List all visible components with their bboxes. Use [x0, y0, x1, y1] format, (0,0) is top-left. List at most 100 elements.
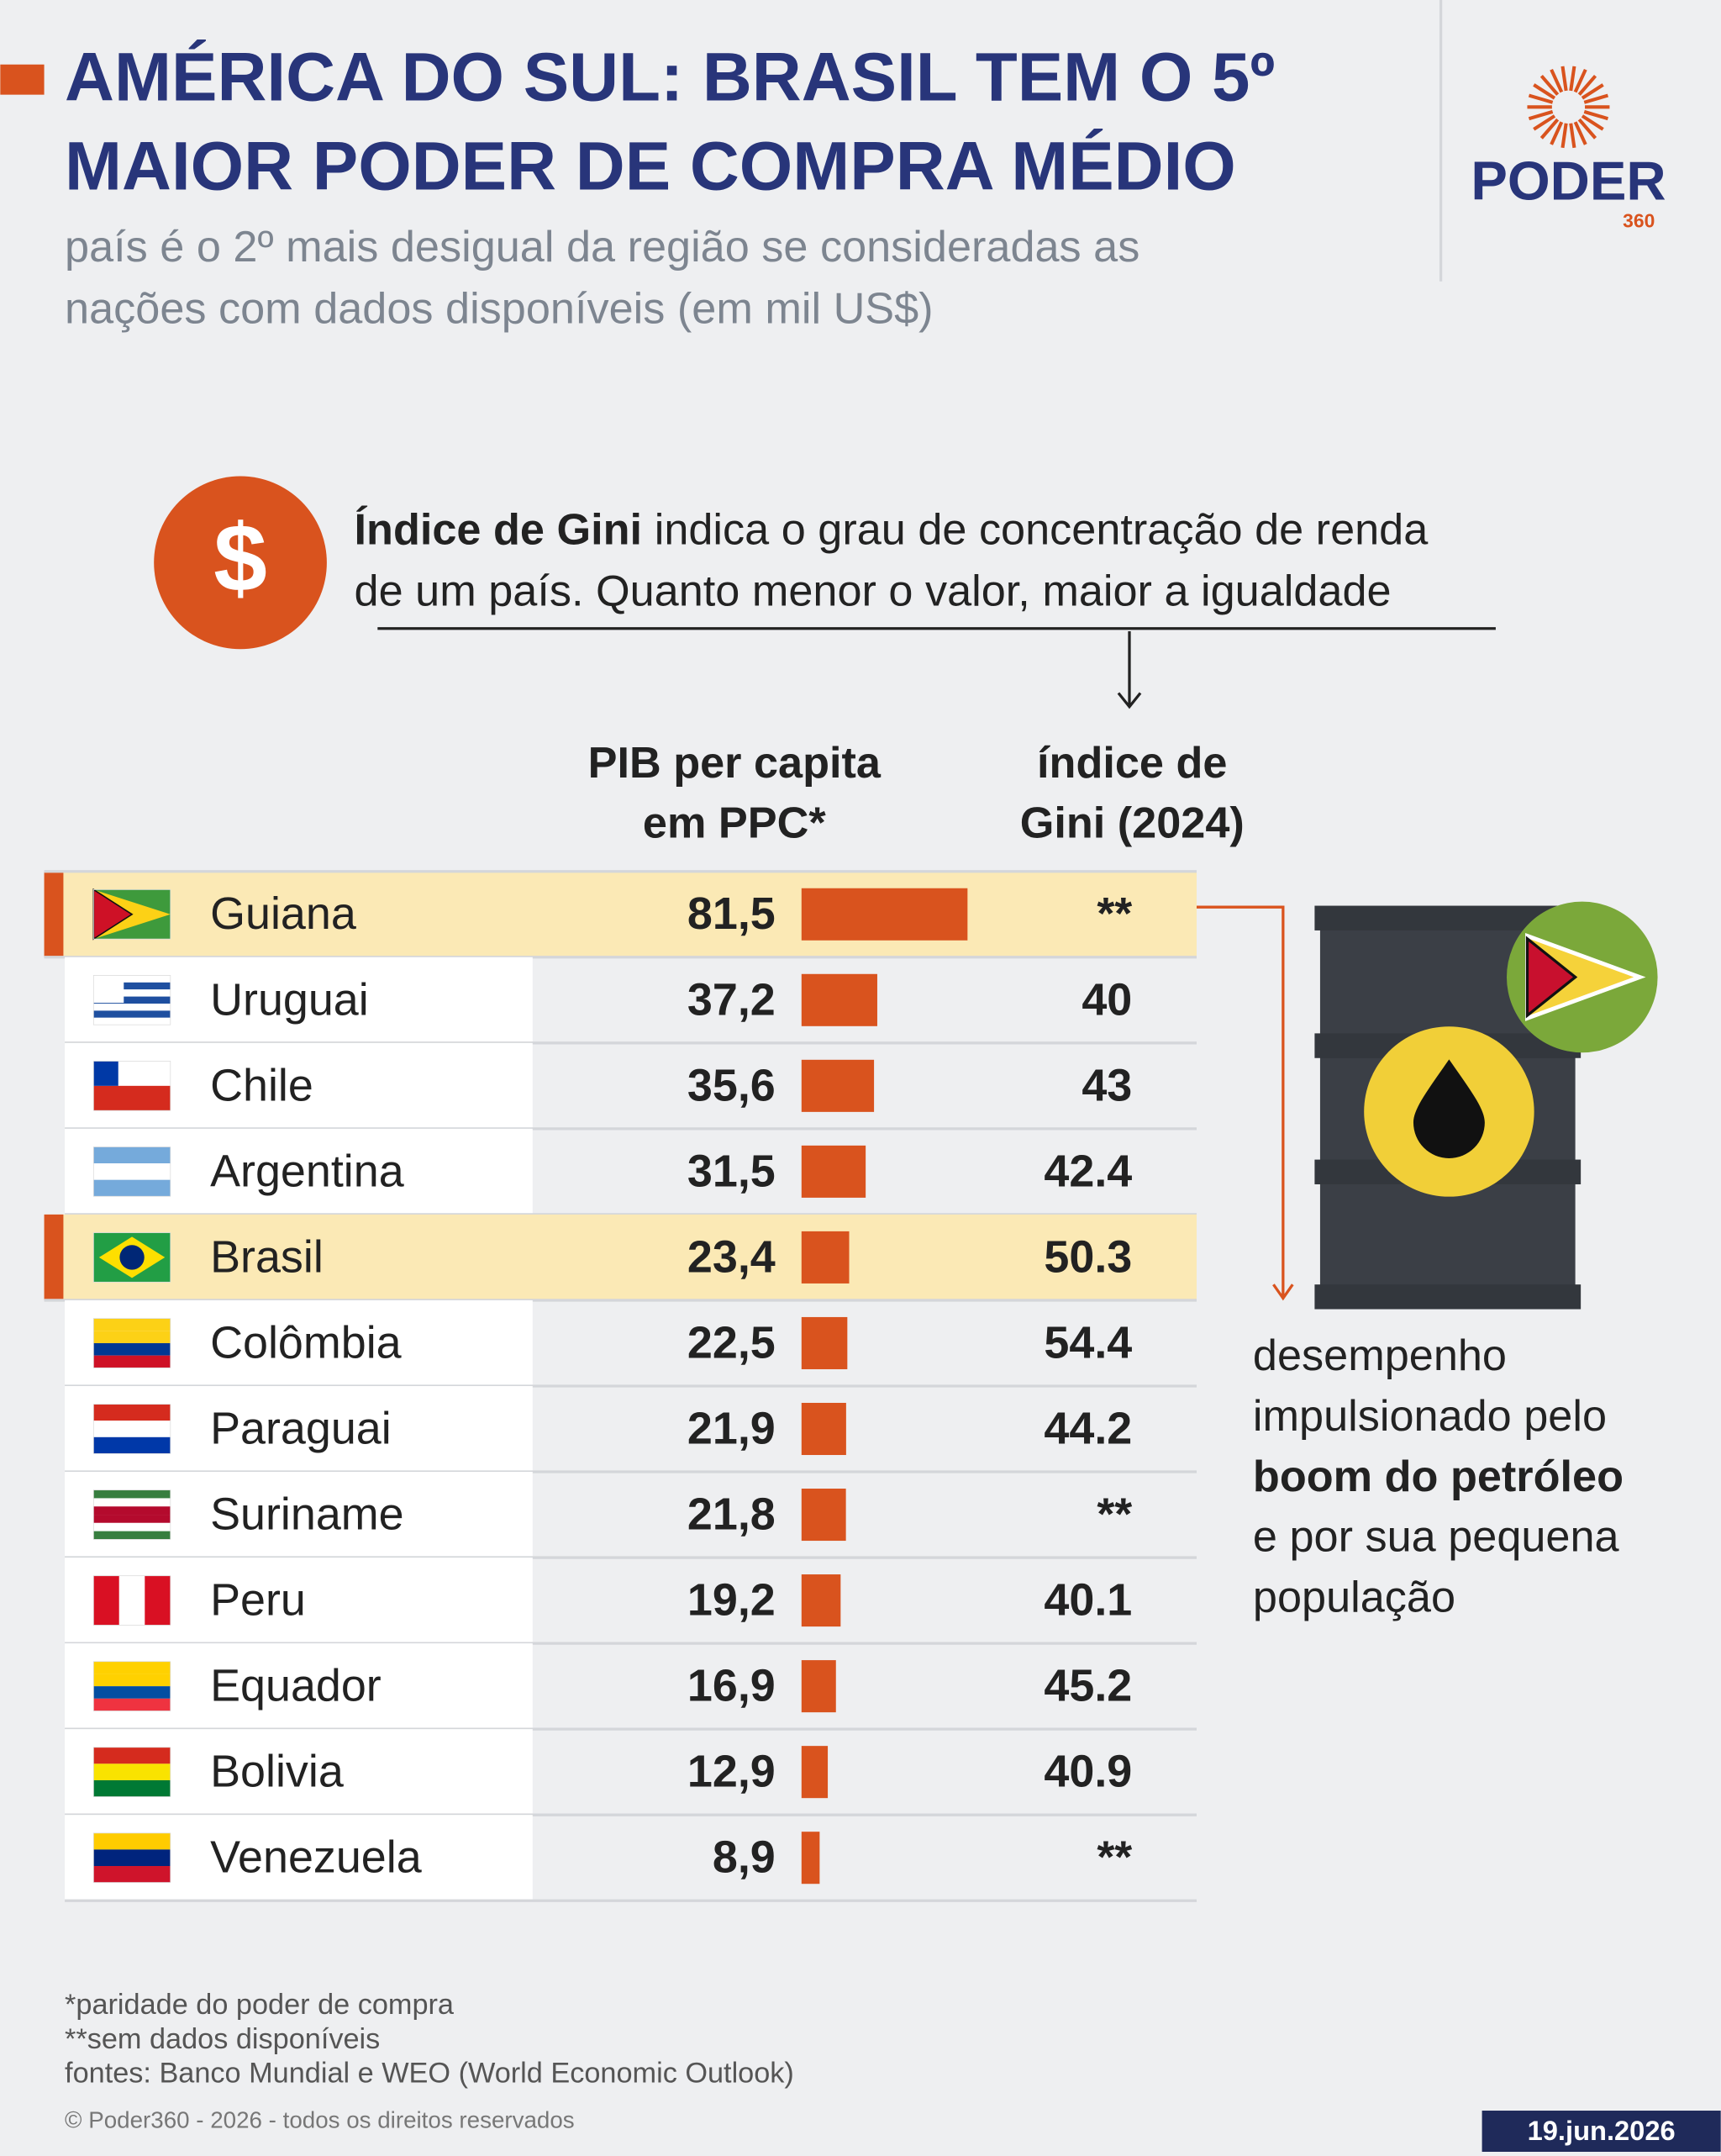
flag-stripe	[93, 1849, 171, 1866]
date-box	[1482, 2111, 1721, 2152]
flag-stripe	[93, 1866, 171, 1883]
bar	[801, 1316, 848, 1369]
flag-border	[92, 1061, 171, 1111]
logo-icon	[1527, 66, 1610, 149]
logo-ray	[1581, 114, 1604, 131]
bar	[801, 1489, 846, 1542]
value-label: 8,9	[713, 1832, 776, 1883]
note-bold: Índice de Gini	[355, 505, 642, 554]
category-label: Chile	[210, 1060, 313, 1110]
flag-stripe	[93, 975, 171, 983]
flag-stripe	[93, 989, 171, 997]
bar	[801, 1574, 841, 1627]
annotation: impulsionado pelo	[1253, 1392, 1607, 1441]
flag-stripe	[93, 1531, 171, 1540]
logo: PODER	[1471, 150, 1666, 212]
logo-number: 360	[1623, 210, 1655, 232]
category-label: Peru	[210, 1575, 306, 1626]
column-header: Gini (2024)	[1020, 799, 1245, 848]
flag-stripe	[93, 1674, 171, 1687]
gini-label: 43	[1082, 1060, 1132, 1110]
bar	[801, 1832, 820, 1885]
category-label: Bolivia	[210, 1747, 344, 1797]
gini-label: 50.3	[1044, 1231, 1132, 1282]
annotation: e por sua pequena	[1253, 1513, 1620, 1562]
annotation: desempenho	[1253, 1331, 1507, 1380]
flag-shape	[93, 975, 124, 1004]
footnote: fontes: Banco Mundial e WEO (World Econo…	[65, 2058, 794, 2090]
title: MAIOR PODER DE COMPRA MÉDIO	[65, 129, 1236, 205]
category-label: Venezuela	[210, 1832, 422, 1883]
value-label: 21,9	[687, 1403, 776, 1453]
value-label: 37,2	[687, 974, 776, 1025]
gini-label: 40.9	[1044, 1747, 1132, 1797]
value-label: 22,5	[687, 1317, 776, 1368]
note-text: indica o grau de concentração de renda	[655, 505, 1429, 554]
category-label: Brasil	[210, 1231, 324, 1282]
barrel-illustration	[1314, 901, 1658, 1310]
flag-stripe	[93, 1010, 171, 1018]
flag-border	[92, 1147, 171, 1197]
value-label: 31,5	[687, 1146, 776, 1196]
note: Índice de Gini indica o grau de concentra…	[355, 505, 1429, 554]
gini-label: 40	[1082, 974, 1132, 1025]
value-label: 81,5	[687, 888, 776, 939]
logo-ray	[1573, 121, 1587, 145]
bar	[801, 1746, 829, 1799]
subtitle: nações com dados disponíveis (em mil US$…	[65, 284, 934, 333]
annotation: boom do petróleo	[1253, 1452, 1624, 1501]
logo-ray	[1573, 68, 1587, 93]
logo-ray	[1533, 114, 1556, 131]
gini-label: **	[1097, 1489, 1132, 1540]
bar	[801, 888, 968, 941]
bar	[801, 1402, 846, 1456]
bar	[801, 1145, 866, 1198]
value-label: 19,2	[687, 1575, 776, 1626]
subtitle: país é o 2º mais desigual da região se c…	[65, 223, 1139, 271]
flag-border	[92, 1747, 171, 1797]
logo-ray	[1569, 123, 1576, 149]
oil-drop	[1413, 1059, 1485, 1158]
bar	[801, 1059, 875, 1112]
flag-stripe	[93, 1355, 171, 1368]
flag-stripe	[93, 1763, 171, 1780]
flag-shape	[1525, 936, 1578, 1019]
flag-stripe	[93, 1421, 171, 1437]
flag-stripe	[93, 1404, 171, 1421]
category-label: Argentina	[210, 1146, 404, 1196]
flag-stripe	[93, 1698, 171, 1711]
bar	[801, 1231, 850, 1284]
column-header: PIB per capita	[588, 739, 882, 788]
flag-stripe	[118, 1575, 145, 1626]
value-label: 12,9	[687, 1747, 776, 1797]
bar	[801, 973, 877, 1026]
logo-ray	[1560, 66, 1568, 92]
flag-stripe	[93, 996, 171, 1004]
category-label: Equador	[210, 1661, 382, 1711]
value-label: 16,9	[687, 1661, 776, 1711]
category-label: Suriname	[210, 1489, 404, 1540]
flag-stripe	[93, 1779, 171, 1797]
footnote: *paridade do poder de compra	[65, 1989, 455, 2021]
flag-border	[92, 1404, 171, 1454]
logo-ray	[1533, 83, 1556, 100]
flag-stripe	[93, 1147, 171, 1164]
logo-ray	[1577, 118, 1597, 140]
logo-ray	[1539, 118, 1560, 140]
logo-ray	[1577, 74, 1597, 96]
logo-ray	[1583, 109, 1609, 121]
icon-symbol: $	[213, 505, 267, 612]
flag-stripe	[93, 1331, 171, 1343]
category-label: Colômbia	[210, 1317, 402, 1368]
arrow	[1117, 631, 1142, 709]
highlight-marker	[44, 1214, 64, 1300]
highlight-row	[44, 871, 1197, 957]
footnote: **sem dados disponíveis	[65, 2023, 380, 2055]
gini-label: 42.4	[1044, 1146, 1132, 1196]
flag-stripe	[93, 1179, 171, 1197]
flag-border	[92, 1575, 171, 1626]
annotation: população	[1253, 1573, 1455, 1621]
highlight-row	[44, 1214, 1197, 1300]
flag-stripe	[93, 1085, 171, 1111]
